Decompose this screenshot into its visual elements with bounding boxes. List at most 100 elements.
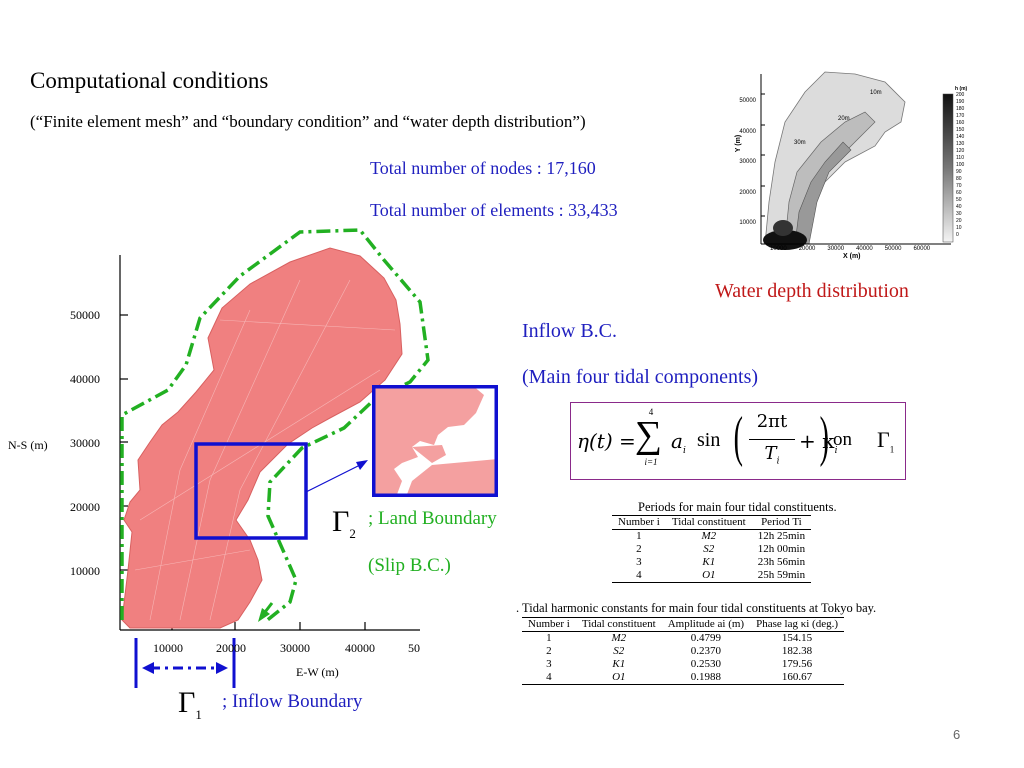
zoom-region-box <box>194 442 308 540</box>
table-row: 4 O1 25h 59min <box>612 569 812 583</box>
depth-legend-level: 10 <box>956 225 962 231</box>
depth-legend-level: 130 <box>956 141 965 147</box>
depth-colorbar <box>942 93 954 243</box>
depth-legend-level: 70 <box>956 183 962 189</box>
depth-legend-level: 0 <box>956 232 959 238</box>
land-boundary-line <box>120 228 430 624</box>
inflow-boundary-label: ; Inflow Boundary <box>222 691 363 712</box>
mesh-ytick: 50000 <box>70 308 100 322</box>
depth-legend-level: 190 <box>956 99 965 105</box>
depth-ytick: 50000 <box>739 98 756 104</box>
table-cell: 25h 59min <box>751 569 812 583</box>
table-row: 2 S2 12h 00min <box>612 543 811 556</box>
mesh-x-axis-label: E-W (m) <box>296 665 339 679</box>
fraction-bar <box>749 439 795 440</box>
periods-caption: Periods for main four tidal constituents… <box>638 500 837 514</box>
periods-header: Period Ti <box>751 515 812 530</box>
depth-xtick: 60000 <box>913 246 931 252</box>
harmonic-header: Amplitude ai (m) <box>661 617 751 632</box>
table-cell: 12h 25min <box>757 530 806 542</box>
table-row: 1 M2 0.4799 154.15 <box>522 632 844 646</box>
depth-xtick: 30000 <box>827 246 845 252</box>
sum-symbol: ∑ <box>635 414 663 456</box>
table-row: 3 K1 0.2530 179.56 <box>522 658 844 671</box>
formula-numerator: 2πt <box>756 411 788 432</box>
table-cell: K1 <box>702 556 716 568</box>
depth-legend-level: 110 <box>956 155 964 161</box>
harmonic-header: Number i <box>522 617 576 632</box>
periods-header: Number i <box>612 515 666 530</box>
depth-legend-title: h (m) <box>955 86 968 92</box>
table-cell: 154.15 <box>781 632 813 644</box>
table-cell: 3 <box>546 658 552 670</box>
contour-label: 10m <box>870 90 882 96</box>
formula-sin: sin <box>697 429 721 451</box>
table-cell: M2 <box>701 530 717 542</box>
depth-legend-level: 50 <box>956 197 962 203</box>
table-cell: 1 <box>546 632 552 644</box>
formula-lhs: η(t) = <box>577 429 636 453</box>
table-cell: 0.4799 <box>690 632 722 644</box>
node-count: Total number of nodes : 17,160 <box>370 158 596 178</box>
table-cell: M2 <box>611 632 627 644</box>
mesh-ytick: 40000 <box>70 372 100 386</box>
depth-x-label: X (m) <box>843 253 861 260</box>
table-cell: S2 <box>703 543 715 555</box>
depth-legend-level: 30 <box>956 211 962 217</box>
formula-on: on <box>833 429 852 450</box>
mesh-xtick: 50 <box>408 641 420 655</box>
contour-label: 20m <box>838 116 850 122</box>
depth-legend-level: 180 <box>956 106 965 112</box>
depth-legend-level: 140 <box>956 134 965 140</box>
land-gamma-sub: 2 <box>349 526 356 541</box>
depth-legend-levels: 200 190 180 170 160 150 140 130 120 110 100 90 80 70 6… <box>956 92 964 239</box>
mesh-xtick: 30000 <box>280 641 310 655</box>
land-boundary-symbol: Γ2 <box>332 505 356 542</box>
inflow-gamma: Γ <box>178 686 196 719</box>
table-cell: O1 <box>575 671 662 685</box>
contour-label: 30m <box>794 140 806 146</box>
table-cell: 2 <box>636 543 642 555</box>
table-cell: 3 <box>636 556 642 568</box>
mesh-xtick: 40000 <box>345 641 375 655</box>
table-cell: 23h 56min <box>757 556 806 568</box>
mesh-y-axis-label: N-S (m) <box>8 438 48 452</box>
depth-ytick: 20000 <box>739 189 756 196</box>
table-cell: 0.1988 <box>661 671 751 685</box>
formula-T-sub: i <box>776 456 780 467</box>
element-count: Total number of elements : 33,433 <box>370 200 618 220</box>
depth-ytick: 30000 <box>739 159 756 165</box>
tidal-formula: η(t) = 4 ∑ i=1 ai sin ( 2πt Ti + κi ) on… <box>570 402 906 480</box>
table-row: 1 M2 12h 25min <box>612 530 811 544</box>
depth-ytick: 40000 <box>739 128 756 135</box>
depth-xtick: 40000 <box>856 246 873 252</box>
formula-gamma: Γ1 <box>877 427 894 454</box>
table-cell: 1 <box>636 530 642 542</box>
table-cell: 182.38 <box>781 645 813 657</box>
table-cell: 4 <box>612 569 666 583</box>
mesh-xtick: 20000 <box>216 641 246 655</box>
harmonic-table: Number i Tidal constituent Amplitude ai … <box>522 617 845 685</box>
formula-sum-top: 4 <box>648 407 654 417</box>
formula-T: T <box>764 443 777 464</box>
harmonic-caption: . Tidal harmonic constants for main four… <box>516 601 877 615</box>
depth-caption: Water depth distribution <box>715 280 909 302</box>
mesh-figure <box>119 228 430 688</box>
formula-sum-bottom: i=1 <box>644 457 658 467</box>
depth-map <box>760 71 954 250</box>
table-cell: S2 <box>613 645 625 657</box>
depth-legend-level: 120 <box>956 148 965 154</box>
depth-legend-level: 60 <box>956 190 962 196</box>
land-boundary-label: ; Land Boundary <box>368 508 497 529</box>
depth-xticks: 10000 20000 30000 40000 50000 60000 <box>770 246 930 252</box>
table-cell: 12h 00min <box>757 543 806 555</box>
depth-ytick: 10000 <box>739 220 756 226</box>
table-cell: 2 <box>546 645 552 657</box>
right-paren: ) <box>819 406 829 468</box>
periods-header: Tidal constituent <box>665 515 752 530</box>
depth-legend-level: 90 <box>956 169 962 175</box>
formula-gamma-sub: 1 <box>889 444 895 455</box>
formula-denominator: Ti <box>747 443 797 467</box>
table-cell: K1 <box>612 658 626 670</box>
left-paren: ( <box>733 406 743 468</box>
